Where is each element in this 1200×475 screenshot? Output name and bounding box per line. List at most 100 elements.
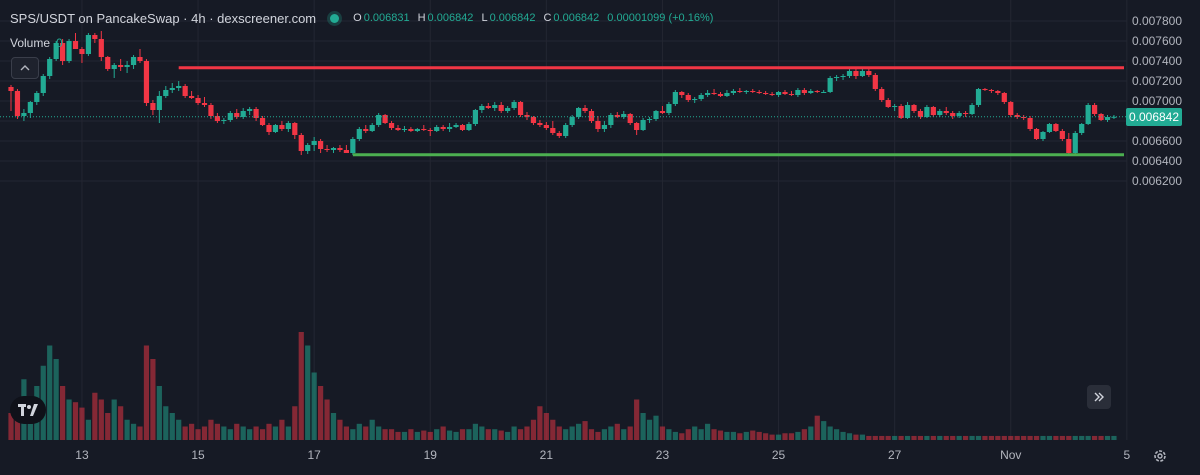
volume-bar [92,392,98,440]
candle-body [879,89,885,100]
chart-settings-button[interactable] [1150,446,1170,466]
ohlc-close: C 0.006842 [543,12,600,24]
volume-bar [685,429,691,440]
volume-bar [130,423,137,440]
volume-bar [240,426,246,440]
ohlc-change: 0.00001099 (+0.16%) [607,12,714,24]
volume-bar [1027,435,1033,440]
volume-bar [382,429,388,440]
candle-body [866,71,872,75]
volume-bar [859,434,865,440]
volume-bar [834,429,840,440]
candle-body [1104,117,1111,120]
candle-body [911,105,917,111]
volume-bar [376,426,382,440]
candle-body [621,114,627,117]
candle-body [640,120,646,130]
last-price-label: 0.006842 [1126,107,1182,126]
volume-bar [72,402,79,440]
volume-bar [782,433,788,440]
candle-body [1021,117,1027,118]
candle-body [1059,131,1065,139]
volume-bar [53,359,59,440]
volume-bar [1085,435,1091,440]
candle-body [679,92,685,95]
candle-body [530,117,537,123]
price-tick-label: 0.006400 [1132,154,1182,168]
candle-body [272,125,279,132]
volume-bar [324,399,330,440]
volume-bar [672,431,678,440]
candle-body [730,91,736,93]
candle-body [137,57,143,61]
candle-body [1033,129,1040,139]
candle-body [459,125,466,130]
candle-body [737,91,743,92]
candle-body [1008,102,1014,115]
candle-body [156,96,162,110]
candle-body [350,139,356,153]
volume-bar [1040,435,1046,440]
volume-bar [730,431,736,440]
volume-bar [582,421,588,440]
candle-body [917,111,924,117]
candle-body [47,59,53,76]
volume-bar [511,426,517,440]
ohlc-open: O 0.006831 [353,12,410,24]
candle-body [124,65,130,67]
volume-bar [414,431,420,440]
candle-body [937,111,943,115]
volume-bar [227,429,233,440]
candle-body [717,94,724,96]
live-status-dot-icon [330,13,340,23]
candle-body [982,89,988,90]
volume-bar [627,426,633,440]
volume-bar [724,431,730,440]
time-tick-label: 27 [888,448,902,462]
scroll-to-realtime-button[interactable] [1087,385,1111,409]
volume-bar [821,421,827,440]
candle-body [253,109,259,118]
volume-bar [975,435,982,440]
volume-bar [27,419,33,440]
candle-body [537,123,543,125]
candle-body [769,94,775,95]
volume-bar [775,434,782,440]
candle-body [988,90,994,91]
volume-bar [363,426,369,440]
candle-body [92,35,98,39]
candle-body [924,107,930,117]
candle-body [511,102,517,108]
volume-bar [292,406,298,440]
ohlc-low: L 0.006842 [481,12,536,24]
volume-bar [66,399,72,440]
volume-bar [995,435,1001,440]
volume-bar [305,345,311,440]
volume-legend: Volume 0 [10,36,63,50]
ohlc-high: H 0.006842 [417,12,474,24]
candle-body [846,71,853,76]
candle-body [479,106,485,110]
candle-body [363,129,369,131]
candle-body [234,113,240,117]
candle-body [827,78,833,92]
volume-bar [1046,435,1053,440]
candle-body [150,103,156,110]
volume-bar [1008,435,1014,440]
candle-body [1053,124,1059,131]
candle-body [143,61,150,103]
volume-bar [60,386,66,440]
volume-bar [485,429,491,440]
volume-bar [950,435,956,440]
tradingview-logo-icon[interactable] [10,396,46,424]
candle-body [595,121,601,129]
volume-bar [427,431,433,440]
volume-bar [298,332,304,440]
candle-body [369,125,375,131]
volume-bar [440,426,446,440]
collapse-legend-button[interactable] [11,57,39,79]
volume-bar [924,435,930,440]
volume-bar [111,399,117,440]
price-tick-label: 0.007600 [1132,34,1182,48]
